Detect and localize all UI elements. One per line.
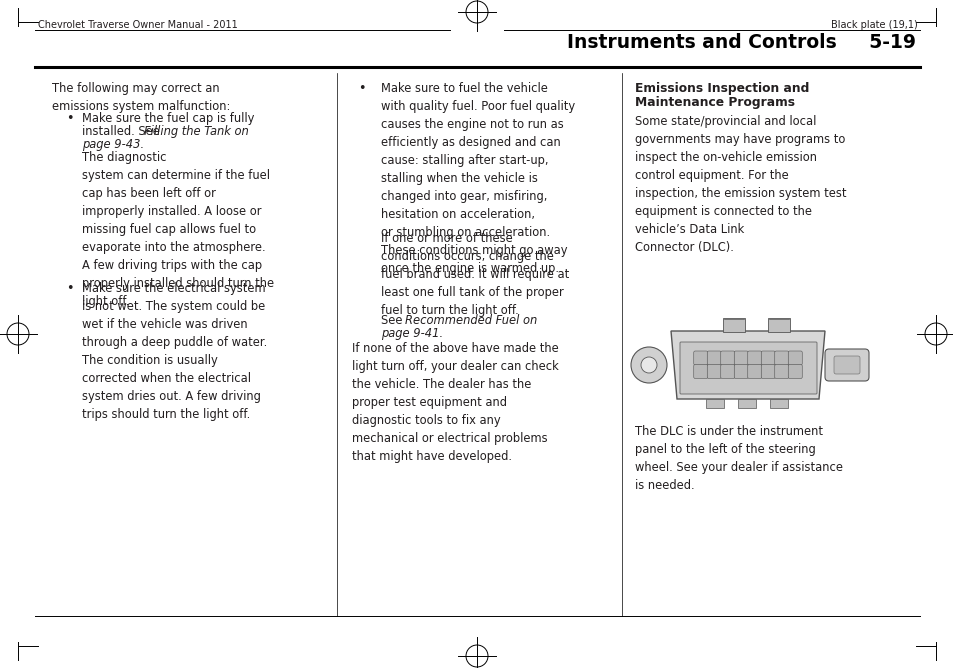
Text: Make sure to fuel the vehicle
with quality fuel. Poor fuel quality
causes the en: Make sure to fuel the vehicle with quali… [380,82,575,275]
Text: Recommended Fuel on: Recommended Fuel on [405,314,537,327]
FancyBboxPatch shape [720,351,734,365]
Text: If none of the above have made the
light turn off, your dealer can check
the veh: If none of the above have made the light… [352,342,558,463]
Text: installed. See: installed. See [82,125,163,138]
Circle shape [630,347,666,383]
FancyBboxPatch shape [706,365,720,379]
FancyBboxPatch shape [769,399,787,408]
FancyBboxPatch shape [760,365,775,379]
Text: If one or more of these
conditions occurs, change the
fuel brand used. It will r: If one or more of these conditions occur… [380,232,569,317]
FancyBboxPatch shape [722,318,744,332]
Text: Some state/provincial and local
governments may have programs to
inspect the on-: Some state/provincial and local governme… [635,115,845,254]
FancyBboxPatch shape [787,351,801,365]
FancyBboxPatch shape [734,351,747,365]
FancyBboxPatch shape [760,351,775,365]
Text: page 9-41.: page 9-41. [380,327,442,340]
Text: Make sure the electrical system
is not wet. The system could be
wet if the vehic: Make sure the electrical system is not w… [82,282,267,421]
Text: The DLC is under the instrument
panel to the left of the steering
wheel. See you: The DLC is under the instrument panel to… [635,425,842,492]
FancyBboxPatch shape [734,365,747,379]
Text: Instruments and Controls     5-19: Instruments and Controls 5-19 [566,33,915,52]
FancyBboxPatch shape [738,399,755,408]
FancyBboxPatch shape [679,342,816,394]
FancyBboxPatch shape [705,399,723,408]
Text: Chevrolet Traverse Owner Manual - 2011: Chevrolet Traverse Owner Manual - 2011 [38,20,237,30]
FancyBboxPatch shape [693,351,707,365]
FancyBboxPatch shape [747,365,760,379]
Text: See: See [380,314,406,327]
Text: page 9-43.: page 9-43. [82,138,144,151]
FancyBboxPatch shape [720,365,734,379]
FancyBboxPatch shape [747,351,760,365]
FancyBboxPatch shape [706,351,720,365]
Text: Emissions Inspection and: Emissions Inspection and [635,82,808,95]
FancyBboxPatch shape [833,356,859,374]
Text: •: • [66,112,73,125]
Text: The following may correct an
emissions system malfunction:: The following may correct an emissions s… [52,82,230,113]
Text: Maintenance Programs: Maintenance Programs [635,96,794,109]
Polygon shape [670,331,824,399]
FancyBboxPatch shape [774,365,788,379]
FancyBboxPatch shape [693,365,707,379]
FancyBboxPatch shape [767,318,789,332]
FancyBboxPatch shape [787,365,801,379]
FancyBboxPatch shape [824,349,868,381]
Text: Black plate (19,1): Black plate (19,1) [830,20,917,30]
Text: Filling the Tank on: Filling the Tank on [144,125,249,138]
Text: The diagnostic
system can determine if the fuel
cap has been left off or
imprope: The diagnostic system can determine if t… [82,151,274,308]
Circle shape [640,357,657,373]
Text: Make sure the fuel cap is fully: Make sure the fuel cap is fully [82,112,254,125]
Text: •: • [357,82,365,95]
Text: •: • [66,282,73,295]
FancyBboxPatch shape [774,351,788,365]
